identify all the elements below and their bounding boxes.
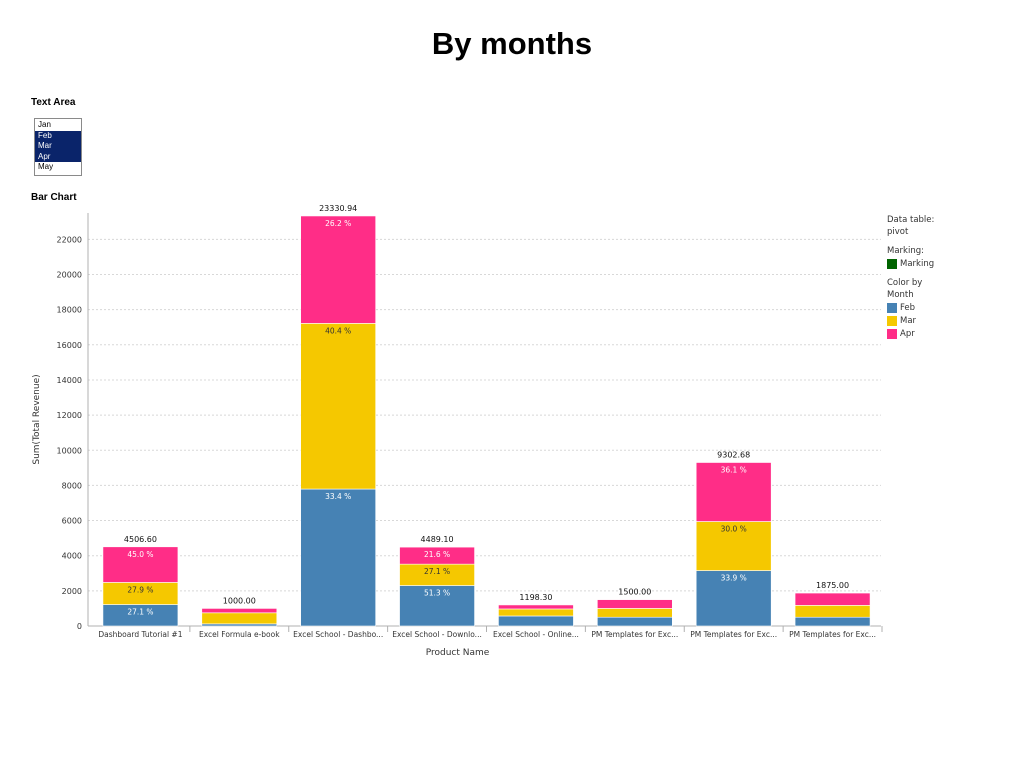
- bar-segment-apr: [695, 462, 772, 522]
- bar-segment-mar: [695, 521, 772, 571]
- text-area-label: Text Area: [31, 97, 76, 108]
- legend-data-table-value: pivot: [887, 227, 909, 237]
- bar-segment-apr: [102, 546, 179, 583]
- bar-total-label: 1875.00: [816, 581, 849, 590]
- bar-total-label: 1000.00: [223, 596, 256, 605]
- legend-item-feb[interactable]: Feb: [887, 301, 934, 314]
- legend-label: Apr: [900, 328, 915, 339]
- x-category-label: PM Templates for Exc...: [591, 630, 678, 639]
- segment-percent-label: 33.9 %: [721, 574, 747, 583]
- legend-swatch: [887, 302, 897, 313]
- segment-percent-label: 45.0 %: [127, 550, 153, 559]
- y-tick-label: 16000: [57, 341, 82, 350]
- bar-segment-mar: [498, 608, 574, 617]
- legend-data-table-label: Data table:: [887, 215, 935, 225]
- bar-segment-mar: [201, 612, 278, 625]
- legend-item-mar[interactable]: Mar: [887, 314, 934, 327]
- y-tick-label: 12000: [57, 411, 82, 420]
- y-tick-label: 8000: [62, 481, 82, 490]
- legend-swatch: [887, 328, 897, 339]
- y-tick-label: 4000: [62, 552, 82, 561]
- month-option-apr[interactable]: Apr: [35, 151, 81, 163]
- legend-label: Feb: [900, 302, 916, 313]
- segment-percent-label: 27.1 %: [127, 608, 153, 617]
- bar-total-label: 4506.60: [124, 535, 157, 544]
- month-option-feb[interactable]: Feb: [35, 130, 81, 142]
- x-category-label: Dashboard Tutorial #1: [98, 630, 182, 639]
- bar-segment-mar: [794, 605, 871, 618]
- y-tick-label: 0: [77, 622, 82, 631]
- segment-percent-label: 33.4 %: [325, 492, 351, 501]
- bar-segment-feb: [201, 623, 278, 627]
- legend-swatch: [887, 315, 897, 326]
- legend-marking-text: Marking: [900, 258, 935, 269]
- month-listbox[interactable]: Jan Feb Mar Apr May: [34, 118, 82, 176]
- x-category-label: PM Templates for Exc...: [690, 630, 777, 639]
- segment-percent-label: 51.3 %: [424, 589, 450, 598]
- segment-percent-label: 30.0 %: [721, 525, 747, 534]
- bar-total-label: 1500.00: [618, 588, 651, 597]
- legend-color-by-month: Month: [887, 290, 914, 300]
- x-category-label: PM Templates for Exc...: [789, 630, 876, 639]
- legend-marking-label: Marking:: [887, 246, 924, 256]
- y-axis-title: Sum(Total Revenue): [32, 374, 42, 464]
- y-tick-label: 2000: [62, 587, 82, 596]
- segment-percent-label: 21.6 %: [424, 550, 450, 559]
- page-title: By months: [431, 26, 593, 61]
- month-option-may[interactable]: May: [38, 162, 54, 172]
- segment-percent-label: 36.1 %: [721, 466, 747, 475]
- bar-segment-mar: [300, 323, 376, 490]
- bar-segment-feb: [597, 616, 673, 627]
- bar-segment-feb: [695, 570, 772, 627]
- legend-color-by-label: Color by: [887, 278, 923, 288]
- legend-label: Mar: [900, 315, 917, 326]
- bar-segment-feb: [498, 615, 574, 627]
- bar-segment-apr: [201, 608, 278, 614]
- bar-segment-apr: [498, 604, 574, 610]
- x-category-label: Excel School - Dashbo...: [293, 630, 383, 639]
- chart-legend: Data table: pivot Marking: Marking Color…: [887, 214, 934, 340]
- bar-segment-feb: [300, 488, 376, 627]
- y-tick-label: 22000: [57, 235, 82, 244]
- segment-percent-label: 40.4 %: [325, 326, 351, 335]
- y-tick-label: 18000: [57, 306, 82, 315]
- segment-percent-label: 27.9 %: [127, 585, 153, 594]
- marking-swatch: [887, 258, 897, 269]
- bar-segment-feb: [399, 585, 475, 627]
- bar-total-label: 9302.68: [717, 451, 750, 460]
- legend-items: Feb Mar Apr: [887, 301, 934, 340]
- segment-percent-label: 26.2 %: [325, 219, 351, 228]
- x-category-label: Excel School - Downlo...: [392, 630, 482, 639]
- bar-segment-apr: [300, 215, 376, 324]
- y-tick-label: 10000: [57, 446, 82, 455]
- y-tick-label: 14000: [57, 376, 82, 385]
- month-option-mar[interactable]: Mar: [35, 141, 81, 152]
- x-category-label: Excel Formula e-book: [199, 630, 280, 639]
- legend-item-apr[interactable]: Apr: [887, 327, 934, 340]
- bar-segment-apr: [399, 546, 475, 565]
- x-category-label: Excel School - Online...: [493, 630, 579, 639]
- y-tick-label: 20000: [57, 271, 82, 280]
- bar-segment-apr: [794, 592, 871, 606]
- legend-marking-item[interactable]: Marking: [887, 257, 934, 270]
- segment-percent-label: 27.1 %: [424, 567, 450, 576]
- bar-total-label: 1198.30: [519, 593, 552, 602]
- y-tick-label: 6000: [62, 517, 82, 526]
- month-option-jan[interactable]: Jan: [38, 120, 51, 129]
- bar-total-label: 23330.94: [319, 204, 357, 213]
- bar-segment-mar: [597, 608, 673, 618]
- bar-segment-apr: [597, 599, 673, 609]
- bar-chart-label: Bar Chart: [31, 192, 77, 203]
- x-axis-title: Product Name: [426, 648, 490, 658]
- bar-segment-feb: [794, 616, 871, 627]
- bar-total-label: 4489.10: [421, 535, 454, 544]
